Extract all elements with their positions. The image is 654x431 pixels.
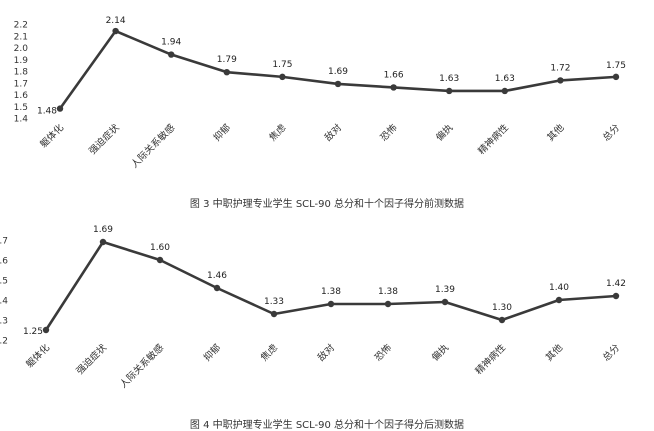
chart-4-data-label: 1.46: [207, 271, 227, 281]
chart-4-data-label: 1.38: [378, 287, 398, 297]
chart-4-category-label: 焦虑: [258, 341, 280, 363]
chart-4-data-label: 1.69: [93, 225, 113, 235]
chart-3-point: [390, 84, 397, 91]
chart-3-category-label: 焦虑: [267, 121, 289, 143]
chart-4-y-tick-label: .2: [0, 337, 8, 347]
chart-4-point: [498, 316, 506, 324]
chart-4-category-label: 敌对: [315, 341, 337, 363]
chart-4-data-label: 1.42: [606, 279, 626, 289]
chart-4-data-label: 1.39: [435, 285, 455, 295]
chart-3-y-tick-label: 1.5: [14, 103, 28, 113]
chart-4-y-tick-label: .5: [0, 277, 8, 287]
chart-3-y-tick-label: 1.9: [14, 56, 29, 66]
chart-3-y-tick-label: 1.4: [14, 115, 29, 125]
chart-3-y-tick-label: 2.0: [14, 44, 29, 54]
chart-3-point: [112, 27, 119, 35]
chart-4-category-label: 抑郁: [201, 341, 223, 363]
chart-4-point: [156, 256, 164, 264]
chart-4-point: [441, 298, 449, 306]
chart-4-category-label: 精神病性: [473, 341, 509, 377]
chart-4-data-label: 1.40: [549, 283, 569, 293]
chart-4-data-label: 1.25: [23, 327, 43, 337]
chart-3-point: [279, 73, 286, 81]
chart-4-point: [213, 284, 221, 292]
chart-3-data-label: 1.75: [606, 61, 626, 71]
chart-3-point: [501, 87, 508, 95]
chart-4-category-label: 人际关系敏感: [117, 341, 166, 390]
chart-4-category-label: 强迫症状: [74, 341, 110, 377]
chart-4-y-tick-label: .7: [0, 237, 8, 247]
chart-3-category-label: 强迫症状: [86, 121, 122, 157]
chart-4-category-label: 恐怖: [372, 341, 394, 363]
chart-4-data-label: 1.38: [321, 287, 341, 297]
chart-4-category-label: 其他: [543, 341, 565, 363]
chart-4-point: [555, 296, 563, 304]
chart-4-category-label: 躯体化: [23, 341, 52, 370]
chart-3-y-tick-label: 1.7: [14, 79, 28, 89]
chart-3-data-label: 1.63: [439, 74, 459, 84]
chart-3-category-label: 总分: [600, 121, 622, 143]
chart-3-point: [446, 87, 453, 95]
chart-4-series-line: [44, 240, 618, 332]
chart-3-category-label: 抑郁: [211, 121, 233, 143]
chart-3-point: [334, 80, 342, 88]
chart-3-point: [168, 51, 175, 58]
chart-3-data-label: 1.72: [550, 63, 570, 73]
chart-4-point: [327, 300, 335, 308]
chart-3-y-tick-label: 2.2: [14, 21, 28, 31]
chart-3-y-tick-label: 2.1: [14, 32, 28, 42]
chart-4-y-tick-label: .6: [0, 257, 8, 267]
chart-3-category-label: 人际关系敏感: [129, 121, 178, 170]
chart-4-y-tick-label: .4: [0, 297, 8, 307]
chart-4-data-label: 1.60: [150, 243, 170, 253]
chart-4-point: [99, 238, 107, 246]
chart-3-data-label: 1.79: [217, 55, 237, 65]
chart-3-category-label: 敌对: [322, 121, 344, 143]
chart-3-data-label: 1.66: [384, 70, 404, 80]
chart-3-data-label: 1.94: [161, 38, 181, 48]
chart-3-point: [612, 73, 620, 81]
chart-4-data-label: 1.33: [264, 297, 284, 307]
chart-3-data-label: 2.14: [106, 16, 126, 26]
chart-4-point: [270, 310, 278, 318]
chart-3-data-label: 1.63: [495, 74, 515, 84]
chart-4-category-label: 总分: [600, 341, 622, 363]
chart-3-y-tick-label: 1.8: [14, 68, 29, 78]
chart-4-point: [42, 326, 50, 334]
chart-4-data-label: 1.30: [492, 303, 512, 313]
chart-3-point: [223, 68, 230, 76]
chart-3-category-label: 偏执: [433, 121, 455, 143]
chart-3-point: [56, 105, 64, 112]
chart-3-data-label: 1.69: [328, 67, 348, 77]
chart-3-category-label: 精神病性: [476, 121, 512, 157]
chart-3-category-label: 恐怖: [378, 121, 400, 143]
chart-4-category-label: 偏执: [429, 341, 451, 363]
chart-4-caption: 图 4 中职护理专业学生 SCL-90 总分和十个因子得分后测数据: [189, 420, 465, 431]
chart-3-data-label: 1.48: [37, 107, 57, 117]
chart-4-point: [612, 292, 620, 300]
chart-3-category-label: 躯体化: [37, 121, 66, 150]
chart-4-point: [384, 300, 392, 308]
chart-3-caption: 图 3 中职护理专业学生 SCL-90 总分和十个因子得分前测数据: [189, 199, 465, 210]
chart-3-data-label: 1.75: [272, 60, 292, 70]
chart-4-y-tick-label: .3: [0, 317, 8, 327]
chart-3-point: [557, 77, 564, 84]
chart-3-category-label: 其他: [545, 121, 567, 143]
chart-3-y-tick-label: 1.6: [14, 91, 29, 101]
